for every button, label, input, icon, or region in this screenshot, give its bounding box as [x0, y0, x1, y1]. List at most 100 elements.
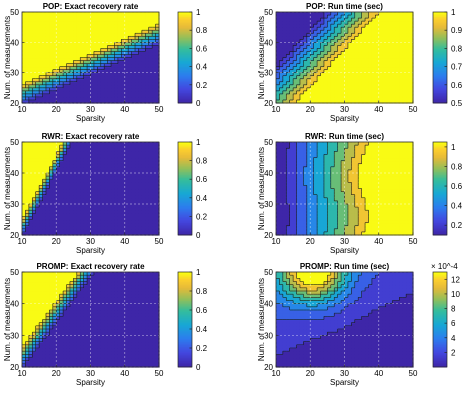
heat-cell [73, 72, 78, 77]
heat-cell [56, 231, 61, 236]
heat-cell [303, 60, 308, 65]
heat-cell [49, 219, 54, 224]
heat-cell [141, 200, 146, 205]
heat-cell [395, 69, 400, 74]
heat-cell [368, 39, 373, 43]
heat-cell [152, 197, 157, 202]
heat-cell [97, 15, 102, 19]
heat-cell [97, 27, 102, 31]
heat-cell [337, 66, 342, 71]
heat-cell [148, 57, 153, 62]
heat-cell [145, 154, 150, 159]
heat-cell [52, 60, 57, 65]
heat-cell [135, 27, 140, 31]
colorbar-swatch [433, 49, 447, 52]
heat-cell [39, 216, 44, 221]
heat-cell [276, 75, 281, 80]
heat-cell [80, 57, 85, 62]
heat-cell [141, 63, 146, 68]
heat-cell [371, 24, 376, 28]
heat-cell [399, 57, 404, 62]
heat-cell [368, 24, 373, 28]
heat-cell [22, 21, 27, 25]
heat-cell [145, 163, 150, 168]
heat-cell [392, 18, 397, 22]
heat-cell [124, 72, 129, 77]
heat-cell [35, 90, 40, 95]
heat-cell [327, 36, 332, 40]
heat-cell [52, 75, 57, 80]
heat-cell [104, 30, 109, 34]
heat-cell [299, 57, 304, 62]
heat-cell [395, 33, 400, 37]
heat-cell [358, 84, 363, 89]
heat-cell [28, 57, 33, 62]
heat-cell [334, 60, 339, 65]
colorbar-swatch [178, 211, 192, 214]
heat-cell [392, 48, 397, 53]
heat-cell [45, 207, 50, 211]
heat-cell [111, 222, 116, 227]
heat-cell [351, 63, 356, 68]
heat-cell [155, 219, 160, 224]
heat-cell [66, 228, 71, 233]
heat-cell [25, 66, 30, 71]
heat-cell [87, 157, 92, 162]
heat-cell [100, 81, 105, 86]
heat-cell [341, 54, 346, 59]
heat-cell [104, 169, 109, 174]
heat-cell [310, 24, 315, 28]
heat-cell [59, 163, 64, 168]
heat-cell [35, 185, 40, 190]
heat-cell [39, 207, 44, 211]
heat-cell [330, 12, 335, 16]
heat-cell [100, 69, 105, 74]
heat-cell [104, 204, 109, 208]
heat-cell [117, 213, 122, 217]
heat-cell [289, 87, 294, 92]
heat-cell [28, 225, 33, 230]
heat-cell [90, 96, 95, 101]
heat-cell [52, 207, 57, 211]
heat-cell [35, 207, 40, 211]
heat-cell [296, 75, 301, 80]
heat-cell [87, 191, 92, 196]
heat-cell [45, 57, 50, 62]
heat-cell [49, 84, 54, 89]
heat-cell [330, 84, 335, 89]
heat-cell [337, 42, 342, 46]
heat-cell [148, 27, 153, 31]
heat-cell [138, 160, 143, 165]
heat-cell [320, 51, 325, 56]
heat-cell [354, 12, 359, 16]
heat-cell [395, 48, 400, 53]
heat-cell [306, 21, 311, 25]
heat-cell [131, 30, 136, 34]
heat-cell [69, 151, 74, 155]
heat-cell [131, 200, 136, 205]
heat-cell [351, 45, 356, 49]
heat-cell [382, 90, 387, 95]
heat-cell [104, 231, 109, 236]
heat-cell [124, 185, 129, 190]
heat-cell [90, 231, 95, 236]
heat-cell [293, 54, 298, 59]
heat-cell [347, 33, 352, 37]
heat-cell [124, 213, 129, 217]
heat-cell [365, 63, 370, 68]
heat-cell [114, 78, 119, 83]
heat-cell [104, 210, 109, 214]
heat-cell [358, 78, 363, 83]
heat-cell [97, 185, 102, 190]
heat-cell [25, 219, 30, 224]
heat-cell [279, 66, 284, 71]
heat-cell [382, 93, 387, 98]
heat-cell [97, 160, 102, 165]
heat-cell [25, 207, 30, 211]
heat-cell [100, 39, 105, 43]
heat-cell [306, 60, 311, 65]
heat-cell [42, 157, 47, 162]
y-tick-label: 30 [10, 200, 19, 209]
heat-cell [141, 166, 146, 171]
heat-cell [45, 69, 50, 74]
